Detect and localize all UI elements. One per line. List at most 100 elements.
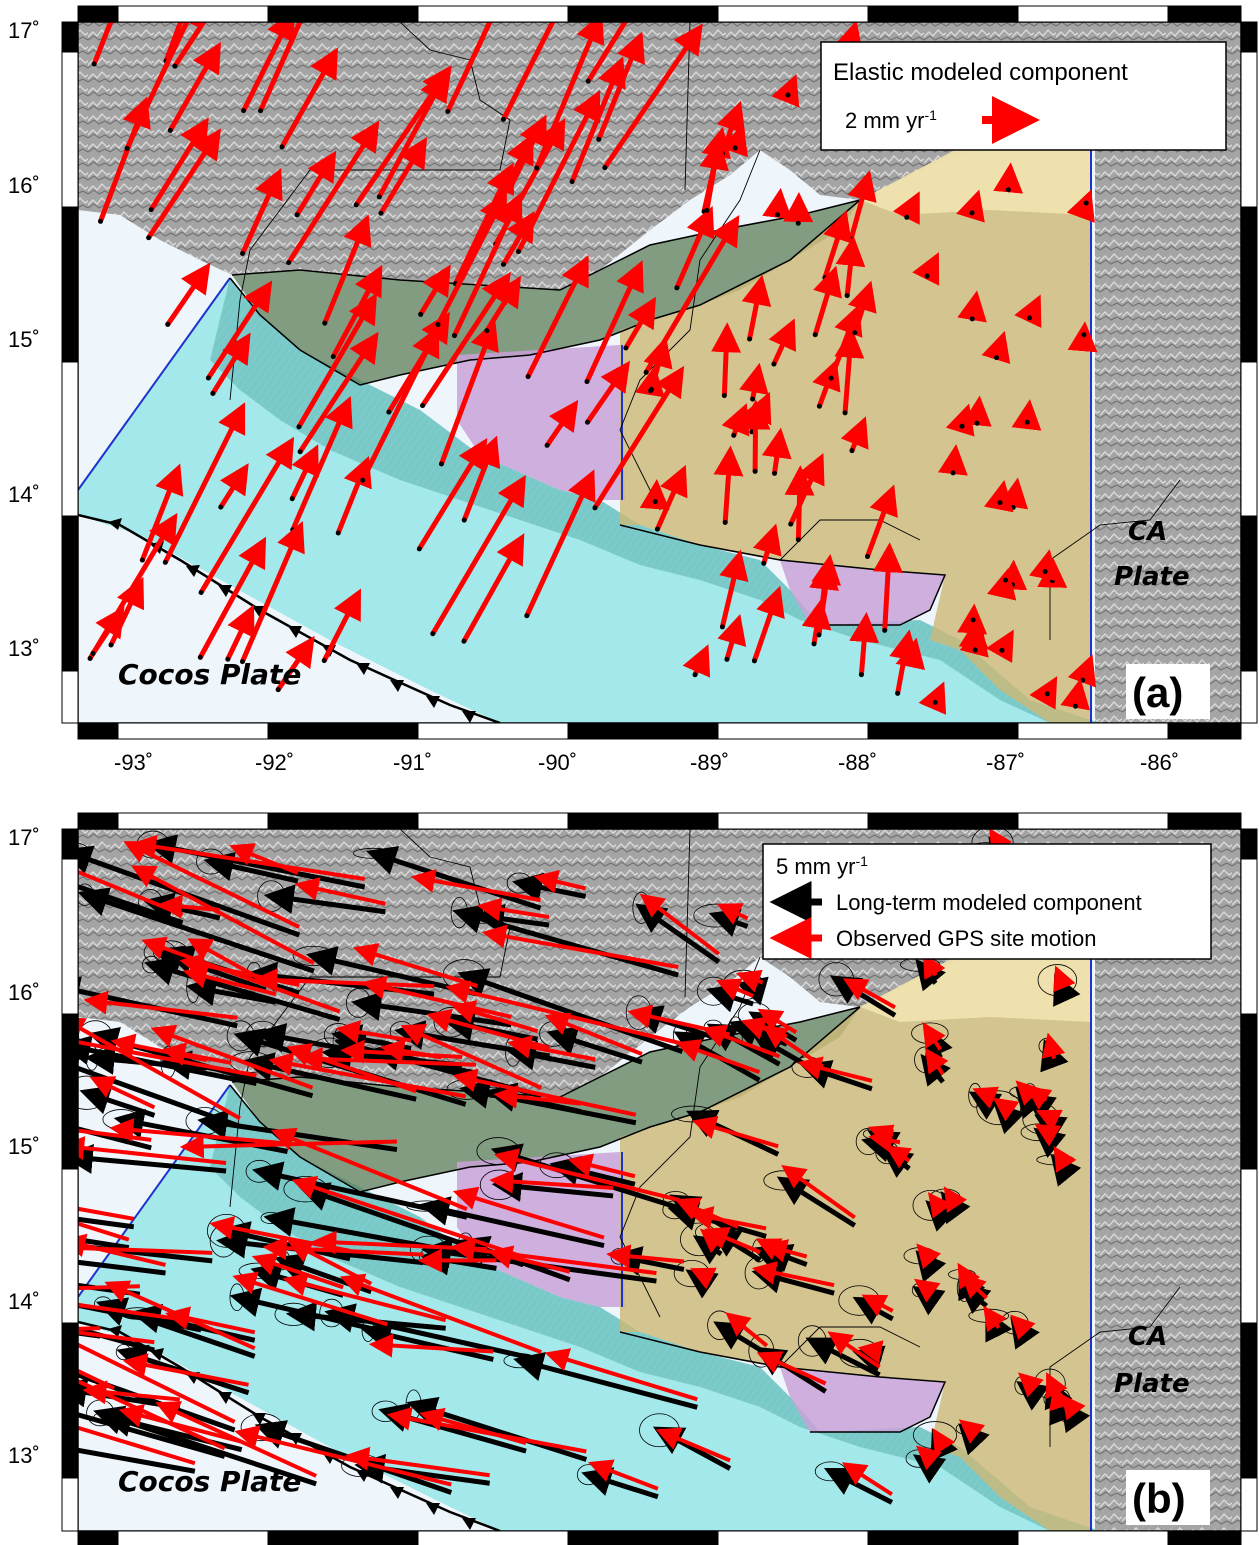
y-axis-ticks-b: 17˚ 16˚ 15˚ 14˚ 13˚ — [8, 825, 40, 1468]
elastic-arrow — [149, 117, 209, 211]
gps-site — [353, 202, 359, 208]
elastic-arrow — [834, 327, 865, 414]
elastic-arrow — [322, 588, 361, 662]
frame-bar-bottom — [1017, 722, 1169, 740]
elastic-arrow — [998, 477, 1029, 510]
gps-site — [484, 328, 490, 334]
gps-site — [418, 311, 424, 317]
frame-bar-left — [61, 515, 79, 672]
observed-arrow — [118, 1404, 243, 1444]
observed-arrow — [78, 869, 184, 917]
gps-site — [569, 179, 575, 185]
gps-site — [279, 144, 285, 150]
frame-bar-left — [61, 1322, 79, 1479]
gps-site — [848, 236, 854, 242]
panel-label-a: (a) — [1132, 669, 1183, 716]
gps-site — [296, 424, 302, 430]
frame-bar-bottom — [567, 722, 719, 740]
gps-site — [445, 108, 451, 114]
elastic-arrow — [360, 325, 440, 482]
gps-site — [719, 624, 725, 630]
observed-arrow — [339, 1273, 542, 1355]
gps-site — [932, 699, 938, 705]
observed-arrow — [674, 1197, 739, 1229]
elastic-arrow — [1060, 678, 1090, 711]
observed-arrow — [1041, 1032, 1066, 1060]
elastic-arrow — [835, 235, 866, 296]
observed-arrow — [867, 1124, 895, 1147]
gps-site — [335, 530, 341, 536]
observed-arrow — [797, 1056, 873, 1083]
longterm-arrow — [78, 1447, 196, 1474]
gps-site — [997, 500, 1003, 506]
observed-arrow — [639, 893, 720, 956]
gps-site — [969, 210, 975, 216]
frame-bar-top — [1017, 5, 1169, 23]
gps-site — [795, 537, 801, 543]
observed-arrow — [922, 1022, 946, 1051]
gps-site — [1009, 582, 1015, 588]
frame-bar-bottom — [267, 722, 419, 740]
gps-site — [596, 136, 602, 142]
elastic-arrow — [811, 554, 842, 636]
elastic-arrow — [198, 436, 295, 594]
elastic-arrow — [210, 332, 251, 395]
land-relief — [78, 22, 1241, 723]
ca-plate-label-b-line1: CA — [1128, 1322, 1167, 1352]
observed-arrow — [972, 1086, 1000, 1109]
gps-site — [197, 654, 203, 660]
observed-arrow — [78, 1425, 196, 1466]
gps-site — [795, 220, 801, 226]
observed-arrow — [282, 1272, 447, 1323]
gps-site — [772, 470, 778, 476]
elastic-arrow — [961, 395, 992, 427]
gps-site — [139, 557, 145, 563]
gps-site — [515, 249, 521, 255]
frame-bar-right — [1240, 1168, 1258, 1324]
gps-site — [751, 658, 757, 664]
gps-site — [816, 632, 822, 638]
observed-arrow — [123, 841, 301, 929]
frame-bar-bottom — [717, 1530, 869, 1545]
observed-arrow — [78, 1326, 101, 1331]
gps-site — [1080, 677, 1086, 683]
gps-site — [771, 361, 777, 367]
gps-site — [286, 260, 292, 266]
gps-site — [258, 108, 264, 114]
ca-plate-label-a-line1: CA — [1128, 517, 1167, 547]
elastic-arrow — [435, 190, 507, 326]
gps-site — [386, 409, 392, 415]
observed-arrow — [961, 1273, 988, 1300]
gps-site — [322, 320, 328, 326]
frame-bar-bottom — [267, 1530, 419, 1545]
elastic-arrow — [569, 56, 626, 183]
elastic-arrow — [163, 402, 246, 564]
legend-scale-text-b: 5 mm yr-1 — [776, 853, 868, 879]
y-tick-b-16: 16˚ — [8, 980, 40, 1005]
observed-arrow — [533, 870, 587, 894]
frame-bar-right — [1240, 51, 1258, 208]
gps-site — [970, 617, 976, 623]
longterm-arrow — [229, 1287, 388, 1335]
observed-arrow — [179, 1134, 397, 1159]
gps-site — [1083, 200, 1089, 206]
longterm-arrow — [366, 846, 542, 911]
observed-arrow — [253, 968, 435, 993]
elastic-arrow — [501, 210, 535, 266]
elastic-arrow — [418, 264, 451, 316]
longterm-arrow — [78, 1143, 227, 1174]
frame-bar-top — [417, 812, 569, 830]
gps-site — [1005, 187, 1011, 193]
gps-site — [544, 442, 550, 448]
observed-arrow — [294, 877, 386, 906]
observed-arrow — [78, 1206, 135, 1221]
gps-site — [950, 470, 956, 476]
gps-site — [969, 316, 975, 322]
elastic-arrow — [225, 604, 255, 661]
elastic-arrow — [771, 74, 800, 108]
elastic-arrow — [699, 139, 729, 211]
elastic-arrow — [937, 444, 968, 476]
elastic-arrow — [993, 162, 1024, 194]
gps-site — [420, 403, 426, 409]
observed-arrow — [1010, 1314, 1036, 1341]
